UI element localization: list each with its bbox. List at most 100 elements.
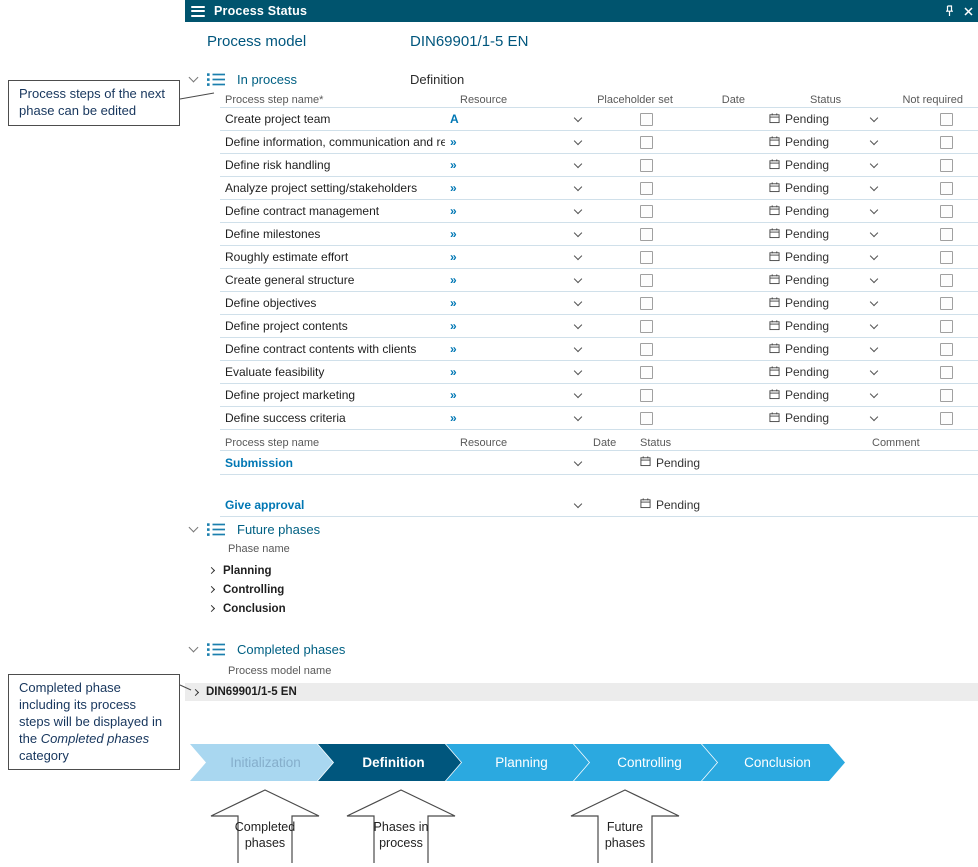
not-required-checkbox[interactable]: [940, 365, 953, 379]
resource-link[interactable]: »: [450, 388, 457, 402]
placeholder-checkbox[interactable]: [640, 365, 653, 379]
placeholder-checkbox[interactable]: [640, 319, 653, 333]
resource-link[interactable]: »: [450, 365, 457, 379]
chevron-down-icon[interactable]: [869, 228, 879, 238]
not-required-checkbox[interactable]: [940, 411, 953, 425]
chevron-down-icon[interactable]: [573, 499, 583, 508]
chevron-down-icon[interactable]: [869, 182, 879, 192]
chevron-down-icon[interactable]: [573, 205, 583, 215]
section-label-future-phases[interactable]: Future phases: [237, 521, 321, 537]
calendar-icon[interactable]: [769, 135, 780, 150]
pin-icon[interactable]: [944, 5, 955, 17]
not-required-checkbox[interactable]: [940, 319, 953, 333]
chevron-down-icon[interactable]: [869, 366, 879, 376]
placeholder-checkbox[interactable]: [640, 227, 653, 241]
resource-link[interactable]: »: [450, 411, 457, 425]
chevron-down-icon[interactable]: [573, 366, 583, 376]
placeholder-checkbox[interactable]: [640, 250, 653, 264]
chevron-down-icon[interactable]: [573, 343, 583, 353]
future-phase-row[interactable]: Planning: [185, 561, 978, 580]
resource-link[interactable]: A: [450, 112, 459, 126]
future-phase-row[interactable]: Conclusion: [185, 599, 978, 618]
chevron-down-icon[interactable]: [188, 72, 199, 82]
chevron-down-icon[interactable]: [573, 389, 583, 399]
not-required-checkbox[interactable]: [940, 388, 953, 402]
placeholder-checkbox[interactable]: [640, 342, 653, 356]
chevron-down-icon[interactable]: [869, 297, 879, 307]
chevron-down-icon[interactable]: [869, 320, 879, 330]
approval-step-name[interactable]: Give approval: [225, 497, 305, 512]
resource-link[interactable]: »: [450, 135, 457, 149]
chevron-down-icon[interactable]: [573, 136, 583, 146]
placeholder-checkbox[interactable]: [640, 135, 653, 149]
placeholder-checkbox[interactable]: [640, 158, 653, 172]
chevron-down-icon[interactable]: [869, 412, 879, 422]
future-phase-row[interactable]: Controlling: [185, 580, 978, 599]
close-icon[interactable]: [964, 6, 973, 16]
chevron-down-icon[interactable]: [869, 274, 879, 284]
resource-link[interactable]: »: [450, 250, 457, 264]
resource-link[interactable]: »: [450, 273, 457, 287]
resource-link[interactable]: »: [450, 158, 457, 172]
chevron-right-icon[interactable]: [207, 604, 216, 613]
chevron-down-icon[interactable]: [188, 642, 199, 652]
not-required-checkbox[interactable]: [940, 181, 953, 195]
chevron-down-icon[interactable]: [188, 522, 199, 532]
chevron-down-icon[interactable]: [573, 457, 583, 466]
not-required-checkbox[interactable]: [940, 158, 953, 172]
chevron-right-icon[interactable]: [191, 688, 200, 696]
not-required-checkbox[interactable]: [940, 135, 953, 149]
chevron-down-icon[interactable]: [573, 274, 583, 284]
section-label-in-process[interactable]: In process: [237, 71, 297, 87]
chevron-down-icon[interactable]: [869, 205, 879, 215]
calendar-icon[interactable]: [769, 296, 780, 311]
calendar-icon[interactable]: [769, 250, 780, 265]
not-required-checkbox[interactable]: [940, 273, 953, 287]
calendar-icon[interactable]: [640, 497, 651, 512]
placeholder-checkbox[interactable]: [640, 388, 653, 402]
calendar-icon[interactable]: [769, 342, 780, 357]
chevron-down-icon[interactable]: [573, 113, 583, 123]
chevron-down-icon[interactable]: [573, 159, 583, 169]
chevron-down-icon[interactable]: [573, 182, 583, 192]
chevron-down-icon[interactable]: [573, 412, 583, 422]
chevron-down-icon[interactable]: [869, 343, 879, 353]
not-required-checkbox[interactable]: [940, 296, 953, 310]
not-required-checkbox[interactable]: [940, 227, 953, 241]
chevron-right-icon[interactable]: [207, 585, 216, 594]
resource-link[interactable]: »: [450, 181, 457, 195]
resource-link[interactable]: »: [450, 296, 457, 310]
chevron-down-icon[interactable]: [573, 251, 583, 261]
calendar-icon[interactable]: [769, 319, 780, 334]
chevron-down-icon[interactable]: [573, 228, 583, 238]
not-required-checkbox[interactable]: [940, 342, 953, 356]
menu-icon[interactable]: [191, 5, 205, 17]
calendar-icon[interactable]: [769, 227, 780, 242]
placeholder-checkbox[interactable]: [640, 181, 653, 195]
resource-link[interactable]: »: [450, 204, 457, 218]
calendar-icon[interactable]: [769, 204, 780, 219]
calendar-icon[interactable]: [640, 455, 651, 470]
calendar-icon[interactable]: [769, 181, 780, 196]
not-required-checkbox[interactable]: [940, 250, 953, 264]
calendar-icon[interactable]: [769, 273, 780, 288]
not-required-checkbox[interactable]: [940, 112, 953, 126]
chevron-down-icon[interactable]: [869, 251, 879, 261]
calendar-icon[interactable]: [769, 365, 780, 380]
approval-step-name[interactable]: Submission: [225, 455, 294, 470]
placeholder-checkbox[interactable]: [640, 296, 653, 310]
chevron-down-icon[interactable]: [573, 297, 583, 307]
chevron-down-icon[interactable]: [869, 136, 879, 146]
calendar-icon[interactable]: [769, 388, 780, 403]
placeholder-checkbox[interactable]: [640, 273, 653, 287]
chevron-down-icon[interactable]: [869, 159, 879, 169]
not-required-checkbox[interactable]: [940, 204, 953, 218]
resource-link[interactable]: »: [450, 342, 457, 356]
placeholder-checkbox[interactable]: [640, 411, 653, 425]
resource-link[interactable]: »: [450, 319, 457, 333]
chevron-right-icon[interactable]: [207, 566, 216, 575]
chevron-down-icon[interactable]: [869, 389, 879, 399]
chevron-down-icon[interactable]: [573, 320, 583, 330]
calendar-icon[interactable]: [769, 112, 780, 127]
placeholder-checkbox[interactable]: [640, 204, 653, 218]
